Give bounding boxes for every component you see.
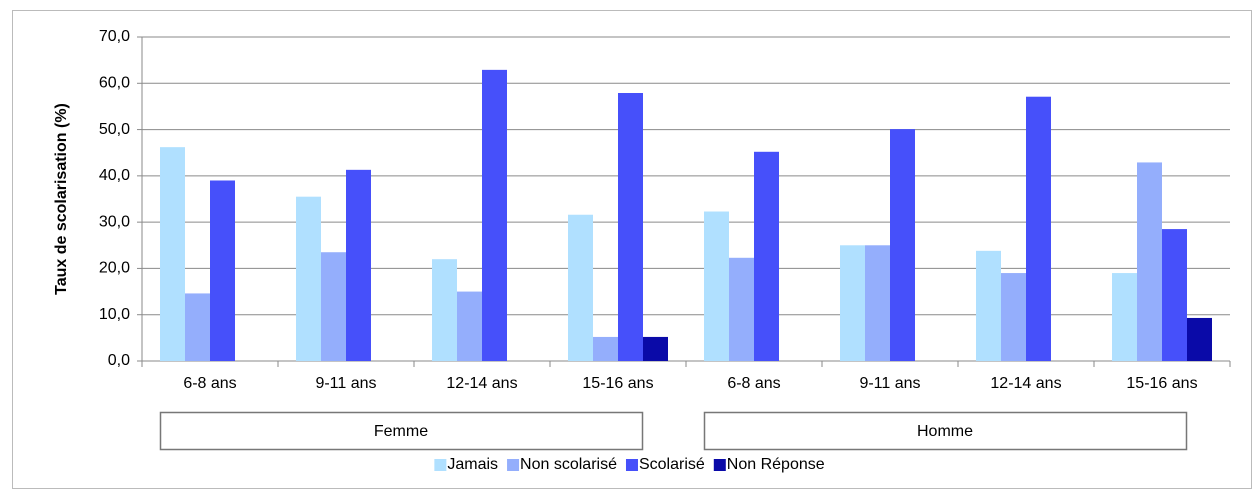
y-tick-label: 0,0 <box>108 352 130 369</box>
legend-swatch <box>507 459 520 471</box>
x-tick-label: 15-16 ans <box>1126 375 1197 392</box>
bar <box>890 129 915 361</box>
group-box <box>159 411 644 451</box>
bar <box>1137 162 1162 361</box>
group-label: Homme <box>917 423 973 440</box>
y-tick-label: 60,0 <box>99 75 130 92</box>
bar <box>754 151 779 361</box>
legend-label: Non Réponse <box>727 456 825 473</box>
y-tick-label: 40,0 <box>99 167 130 184</box>
legend-label: Scolarisé <box>639 456 705 473</box>
bar <box>1187 317 1212 361</box>
bar <box>840 245 865 361</box>
group-box <box>703 411 1188 451</box>
y-tick-label: 30,0 <box>99 213 130 230</box>
bar <box>185 293 210 361</box>
y-tick-label: 70,0 <box>99 28 130 45</box>
legend-swatch <box>434 459 447 471</box>
x-tick-label: 9-11 ans <box>859 375 920 392</box>
y-tick-label: 10,0 <box>99 306 130 323</box>
legend-swatch <box>713 459 726 471</box>
bar <box>296 196 321 361</box>
bar <box>1001 273 1026 361</box>
x-tick-label: 12-14 ans <box>990 375 1061 392</box>
bar <box>643 336 668 361</box>
x-tick-label: 9-11 ans <box>315 375 376 392</box>
bar <box>865 245 890 361</box>
bar <box>210 180 235 361</box>
y-tick-label: 20,0 <box>99 260 130 277</box>
x-tick-label: 15-16 ans <box>582 375 653 392</box>
bar <box>457 291 482 361</box>
x-tick-label: 6-8 ans <box>727 375 780 392</box>
bar <box>346 169 371 361</box>
bar <box>482 69 507 361</box>
bar <box>1162 229 1187 361</box>
bar <box>618 93 643 362</box>
bar <box>568 214 593 361</box>
bar <box>1112 273 1137 361</box>
bar <box>1026 96 1051 362</box>
bar <box>976 250 1001 361</box>
y-tick-label: 50,0 <box>99 121 130 138</box>
bar <box>704 211 729 361</box>
bar <box>321 252 346 361</box>
x-tick-label: 6-8 ans <box>183 375 236 392</box>
legend-label: Non scolarisé <box>520 456 617 473</box>
group-label: Femme <box>374 423 428 440</box>
bar <box>160 147 185 361</box>
bar <box>593 336 618 361</box>
legend-label: Jamais <box>447 456 498 473</box>
bar <box>729 257 754 361</box>
bar <box>432 259 457 361</box>
x-tick-label: 12-14 ans <box>446 375 517 392</box>
legend-swatch <box>625 459 638 471</box>
y-axis-label: Taux de scolarisation (%) <box>53 103 70 295</box>
